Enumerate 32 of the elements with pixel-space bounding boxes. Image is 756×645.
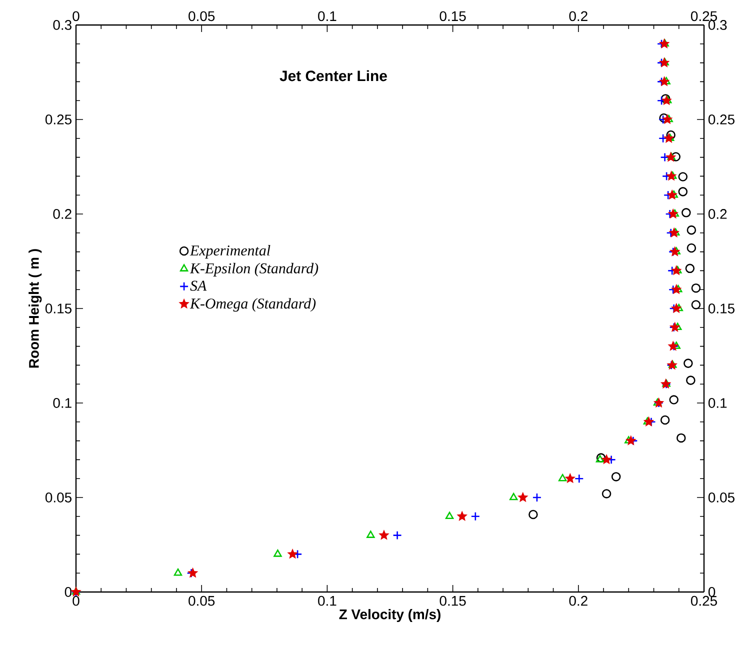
x2-tick-label: 0.1 [318,596,336,606]
y-tick-label: 0.15 [45,304,72,314]
x-tick-label: 0.2 [569,11,588,22]
y2-tick-label: 0.1 [708,398,727,408]
x-tick-label: 0 [72,11,80,22]
x-tick-label: 0.25 [690,11,717,22]
x2-tick-label: 0.2 [569,596,588,606]
y-tick-label: 0.2 [53,209,72,219]
y-tick-label: 0 [64,587,72,597]
legend-label: K-Omega (Standard) [190,298,316,312]
y-tick-label: 0.3 [53,20,72,30]
x2-tick-label: 0.05 [188,596,215,606]
y2-tick-label: 0.2 [708,209,727,219]
y2-tick-label: 0.05 [708,492,734,502]
x-axis-title: Z Velocity (m/s) [339,609,440,622]
y-tick-label: 0.1 [53,398,72,408]
legend-label: SA [190,280,207,291]
y2-tick-label: 0.25 [708,114,734,124]
y2-tick-label: 0.15 [708,304,734,314]
x2-tick-label: 0 [72,596,80,606]
y-axis-title: Room Height ( m ) [28,249,42,368]
legend-label: Experimental [190,245,270,259]
legend-label: K-Epsilon (Standard) [190,262,318,276]
x2-tick-label: 0.25 [690,596,717,606]
x-tick-label: 0.1 [318,11,336,22]
y-tick-label: 0.05 [45,492,72,502]
x-tick-label: 0.15 [440,11,466,22]
x2-tick-label: 0.15 [440,596,466,606]
y2-tick-label: 0.3 [708,20,727,30]
x-tick-label: 0.05 [188,11,215,22]
text: Jet Center Line [280,70,387,82]
y-tick-label: 0.25 [45,114,72,124]
